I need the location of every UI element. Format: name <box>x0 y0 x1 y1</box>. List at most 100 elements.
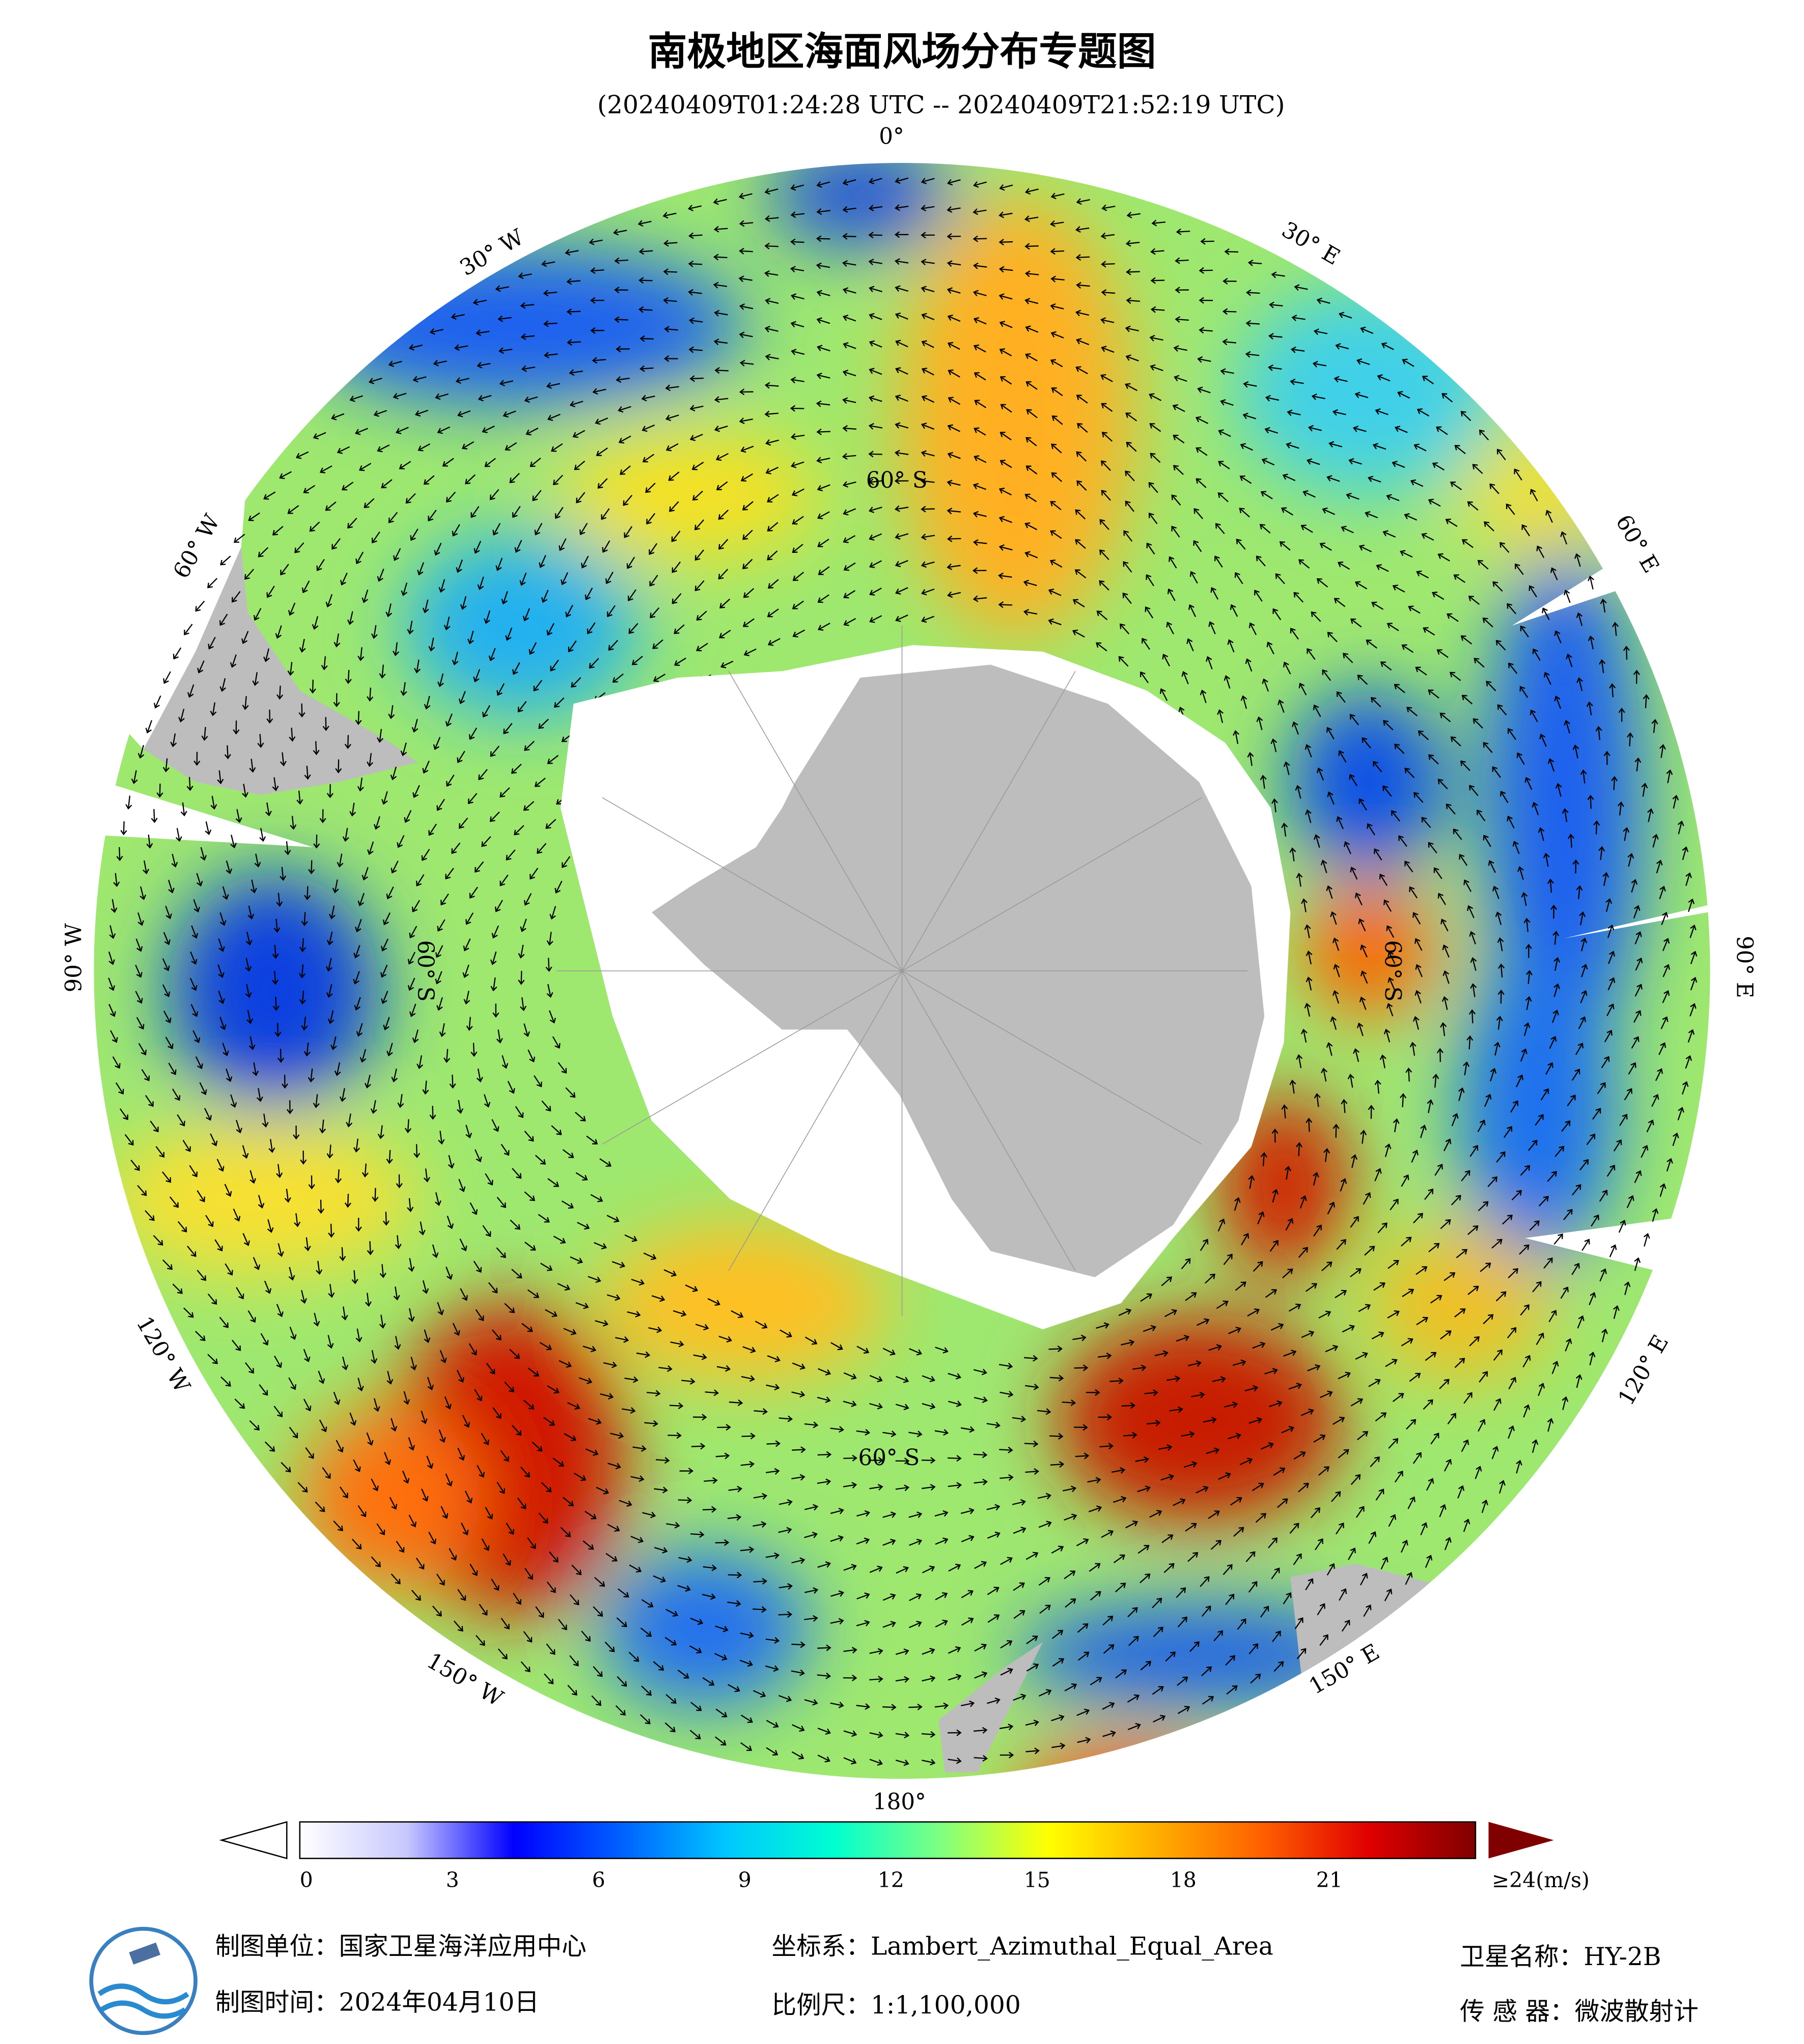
wind-arrow <box>1497 937 1504 951</box>
wind-arrow <box>679 1467 694 1474</box>
wind-arrow <box>1512 1506 1519 1521</box>
wind-arrow <box>987 1586 1000 1595</box>
wind-arrow <box>818 623 830 631</box>
wind-arrow <box>816 317 830 324</box>
wind-arrow <box>330 1036 337 1050</box>
wind-arrow <box>894 258 909 265</box>
wind-arrow <box>895 395 908 402</box>
wind-arrow <box>428 510 437 522</box>
wind-arrow <box>921 148 935 158</box>
wind-arrow <box>1525 944 1532 958</box>
wind-arrow <box>569 401 584 408</box>
wind-arrow <box>753 1521 767 1528</box>
wind-arrow <box>974 1396 988 1403</box>
wind-arrow <box>600 1393 614 1399</box>
wind-arrow <box>1292 721 1299 735</box>
wind-arrow <box>1313 1434 1326 1443</box>
wind-arrow <box>764 410 779 417</box>
wind-arrow <box>882 1538 896 1546</box>
wind-arrow <box>94 1114 102 1127</box>
wind-arrow <box>623 494 633 506</box>
wind-arrow <box>407 977 415 991</box>
wind-arrow <box>1149 334 1163 342</box>
wind-arrow <box>572 430 586 438</box>
wind-arrow <box>1175 316 1189 323</box>
wind-arrow <box>377 729 384 743</box>
wind-arrow <box>869 533 882 541</box>
wind-arrow <box>1208 1510 1220 1519</box>
wind-arrow <box>1273 1467 1286 1476</box>
island <box>938 1642 1043 1773</box>
wind-arrow <box>1245 1551 1256 1562</box>
wind-arrow <box>118 1216 128 1227</box>
wind-arrow <box>653 1575 667 1583</box>
wind-arrow <box>1404 860 1413 873</box>
wind-arrow <box>564 1433 577 1441</box>
wind-arrow <box>569 1594 579 1606</box>
wind-arrow <box>408 1308 415 1322</box>
wind-arrow <box>1101 432 1113 442</box>
wind-arrow <box>1470 983 1477 997</box>
wind-arrow <box>1572 1184 1581 1196</box>
wind-arrow <box>230 1094 237 1108</box>
wind-arrow <box>1289 1523 1299 1534</box>
wind-arrow <box>921 1457 936 1464</box>
wind-arrow <box>908 1431 923 1438</box>
wind-arrow <box>1670 1238 1677 1253</box>
wind-arrow <box>1096 610 1108 621</box>
wind-arrow <box>1492 766 1501 778</box>
wind-arrow <box>791 162 804 163</box>
wind-arrow <box>1706 827 1710 841</box>
wind-arrow <box>110 1191 120 1202</box>
wind-arrow <box>671 530 681 542</box>
wind-arrow <box>714 1653 728 1661</box>
wind-arrow <box>1382 530 1396 538</box>
wind-arrow <box>1090 1591 1101 1601</box>
wind-arrow <box>632 1445 647 1452</box>
wind-arrow <box>503 410 516 418</box>
wind-arrow <box>1000 1390 1014 1397</box>
wind-arrow <box>1310 1507 1320 1519</box>
wind-arrow <box>482 425 495 433</box>
wind-arrow <box>312 616 319 630</box>
wind-arrow <box>790 461 804 468</box>
wind-arrow <box>817 1396 831 1403</box>
wind-arrow <box>856 1346 870 1354</box>
wind-arrow <box>1152 1598 1162 1608</box>
wind-arrow <box>534 777 546 787</box>
wind-arrow <box>998 544 1013 551</box>
wind-arrow <box>1547 878 1554 893</box>
wind-arrow <box>1508 1268 1518 1279</box>
wind-arrow <box>1702 801 1708 816</box>
wind-arrow <box>299 938 307 953</box>
wind-arrow <box>1708 1087 1710 1101</box>
wind-arrow <box>1308 425 1322 432</box>
wind-arrow <box>1578 1016 1586 1029</box>
wind-arrow <box>1444 1272 1456 1281</box>
wind-arrow <box>606 605 616 618</box>
wind-arrow <box>1074 1424 1088 1431</box>
wind-arrow <box>267 1490 279 1499</box>
wind-arrow <box>767 550 778 561</box>
wind-arrow <box>1074 1364 1089 1371</box>
wind-arrow <box>382 1212 390 1226</box>
wind-arrow <box>817 151 831 161</box>
wind-arrow <box>308 1175 315 1190</box>
wind-arrow <box>1353 1048 1359 1062</box>
wind-arrow <box>1336 1239 1346 1250</box>
wind-arrow <box>1000 1474 1014 1481</box>
wind-arrow <box>1370 697 1381 708</box>
lat-label: 60° S <box>866 468 928 493</box>
wind-arrow <box>986 1421 1001 1429</box>
wind-arrow <box>344 1193 351 1208</box>
wind-arrow <box>627 1739 639 1749</box>
wind-arrow <box>1689 750 1697 765</box>
wind-arrow <box>1327 632 1338 642</box>
wind-arrow <box>452 524 460 537</box>
wind-arrow <box>1239 508 1250 518</box>
wind-arrow <box>1216 1300 1229 1309</box>
wind-arrow <box>817 1561 831 1568</box>
wind-arrow <box>1188 604 1197 618</box>
wind-arrow <box>1350 1268 1362 1277</box>
wind-arrow <box>1712 879 1720 893</box>
